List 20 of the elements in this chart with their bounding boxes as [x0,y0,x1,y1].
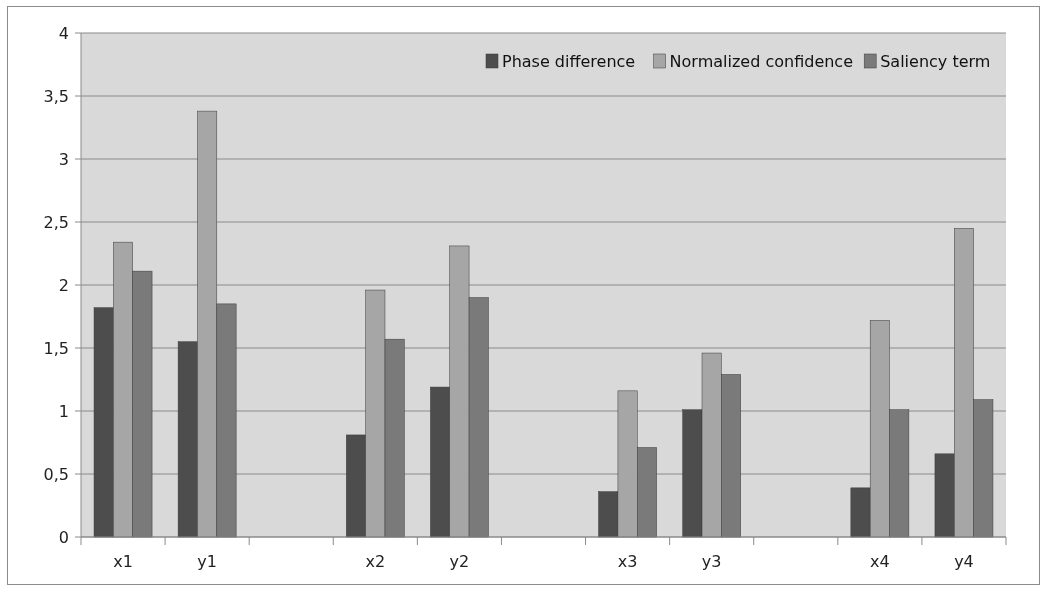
x-tick-label: y4 [954,552,974,571]
y-tick-label: 3,5 [43,86,69,106]
x-tick-label: y3 [701,552,722,571]
x-tick-label: y2 [449,552,470,571]
y-tick-label: 0,5 [43,464,69,484]
x-tick-label: y1 [197,552,217,571]
y-tick-label: 3 [58,149,69,169]
legend-label: Saliency term [880,51,991,71]
x-tick-label: x2 [365,552,386,571]
y-tick-label: 2 [58,275,69,295]
legend-label: Phase difference [502,51,636,71]
legend-label: Normalized confidence [669,51,854,71]
y-tick-label: 1 [58,401,69,421]
y-tick-label: 4 [58,23,69,43]
x-tick-label: x3 [617,552,638,571]
y-tick-label: 0 [58,527,69,547]
y-tick-label: 2,5 [43,212,69,232]
y-tick-label: 1,5 [43,338,69,358]
x-tick-label: x4 [870,552,890,571]
x-tick-label: x1 [113,552,133,571]
